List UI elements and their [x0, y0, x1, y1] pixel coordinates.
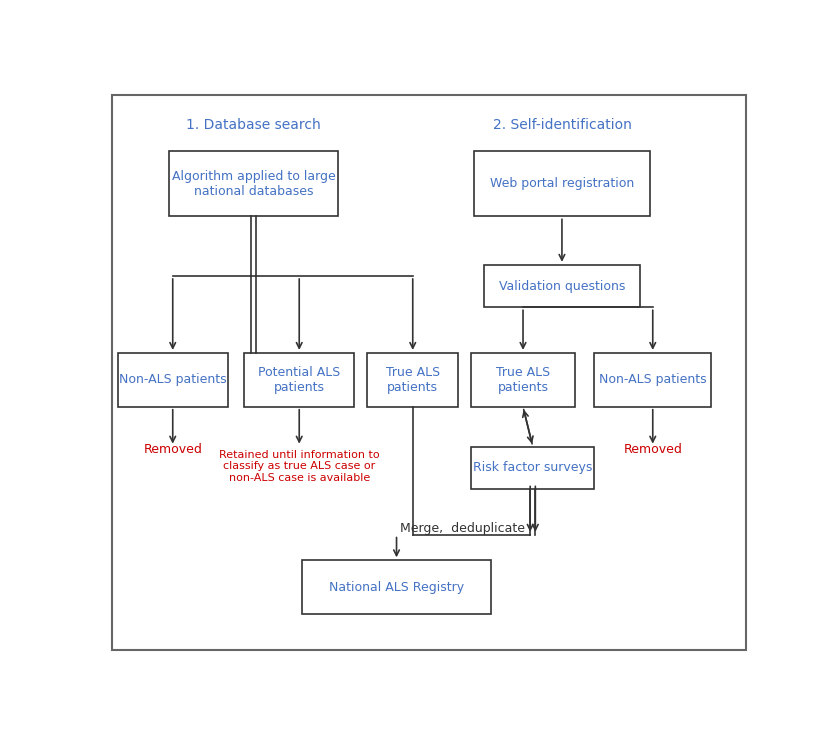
FancyBboxPatch shape	[112, 95, 745, 650]
FancyBboxPatch shape	[594, 353, 711, 407]
FancyBboxPatch shape	[367, 353, 457, 407]
FancyBboxPatch shape	[117, 353, 227, 407]
FancyBboxPatch shape	[483, 265, 639, 307]
FancyBboxPatch shape	[244, 353, 354, 407]
Text: Validation questions: Validation questions	[498, 280, 624, 292]
Text: True ALS
patients: True ALS patients	[496, 366, 549, 394]
FancyBboxPatch shape	[471, 446, 594, 489]
Text: Potential ALS
patients: Potential ALS patients	[257, 366, 340, 394]
Text: Retained until information to
classify as true ALS case or
non-ALS case is avail: Retained until information to classify a…	[219, 450, 379, 483]
Text: Algorithm applied to large
national databases: Algorithm applied to large national data…	[171, 170, 335, 198]
Text: Removed: Removed	[143, 443, 202, 456]
FancyBboxPatch shape	[169, 151, 338, 216]
FancyBboxPatch shape	[302, 560, 490, 614]
Text: Web portal registration: Web portal registration	[489, 177, 634, 190]
Text: Non-ALS patients: Non-ALS patients	[119, 373, 227, 386]
Text: Merge,  deduplicate: Merge, deduplicate	[400, 523, 524, 536]
Text: Risk factor surveys: Risk factor surveys	[472, 461, 592, 475]
Text: 1. Database search: 1. Database search	[186, 119, 321, 133]
Text: National ALS Registry: National ALS Registry	[329, 581, 463, 593]
FancyBboxPatch shape	[471, 353, 574, 407]
FancyBboxPatch shape	[474, 151, 649, 216]
Text: True ALS
patients: True ALS patients	[385, 366, 439, 394]
Text: 2. Self-identification: 2. Self-identification	[492, 119, 630, 133]
Text: Non-ALS patients: Non-ALS patients	[599, 373, 706, 386]
Text: Removed: Removed	[623, 443, 681, 456]
